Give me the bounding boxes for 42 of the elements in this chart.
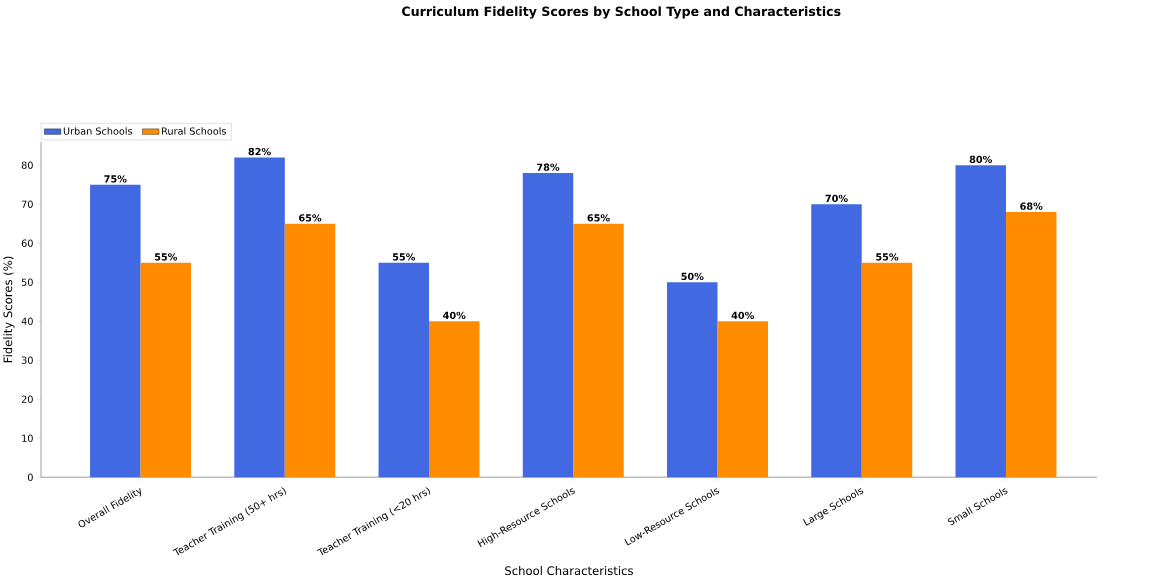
bar xyxy=(284,223,336,478)
data-label: 82% xyxy=(248,147,271,156)
data-label: 75% xyxy=(104,175,127,183)
bar xyxy=(811,204,862,478)
y-tick-label: 0 xyxy=(27,473,33,481)
y-tick-label: 30 xyxy=(21,356,33,364)
data-label: 80% xyxy=(969,155,993,163)
y-axis-title: Fidelity Scores (%) xyxy=(3,256,15,363)
y-tick-label: 40 xyxy=(21,317,33,325)
chart-title: Curriculum Fidelity Scores by School Type and Characteristics xyxy=(402,6,841,19)
legend-label: Rural Schools xyxy=(162,127,226,135)
bar xyxy=(955,165,1006,478)
bar xyxy=(140,262,192,478)
bar xyxy=(717,321,768,478)
legend-label: Urban Schools xyxy=(63,127,133,135)
data-label: 55% xyxy=(392,253,416,261)
data-label: 40% xyxy=(443,311,466,319)
bar xyxy=(90,184,141,478)
bar xyxy=(861,262,913,478)
data-label: 40% xyxy=(731,311,755,319)
bar xyxy=(234,157,285,478)
bar xyxy=(1005,211,1057,478)
y-tick-label: 20 xyxy=(21,395,33,403)
data-label: 70% xyxy=(825,194,848,202)
data-label: 65% xyxy=(299,214,322,222)
bar xyxy=(378,262,430,478)
data-label: 65% xyxy=(587,214,610,222)
y-tick-label: 70 xyxy=(21,200,33,208)
y-tick-label: 10 xyxy=(22,434,33,442)
bar xyxy=(522,172,574,478)
y-tick-label: 50 xyxy=(21,278,33,286)
bar xyxy=(667,282,718,478)
y-tick-label: 60 xyxy=(21,239,33,247)
x-axis-title: School Characteristics xyxy=(505,565,633,575)
data-label: 78% xyxy=(537,163,560,171)
y-tick-label: 80 xyxy=(21,161,33,169)
data-label: 50% xyxy=(681,272,704,280)
data-label: 55% xyxy=(154,253,178,261)
bar xyxy=(429,321,480,478)
data-label: 55% xyxy=(876,253,899,261)
bar xyxy=(573,223,624,478)
data-label: 68% xyxy=(1020,202,1043,210)
